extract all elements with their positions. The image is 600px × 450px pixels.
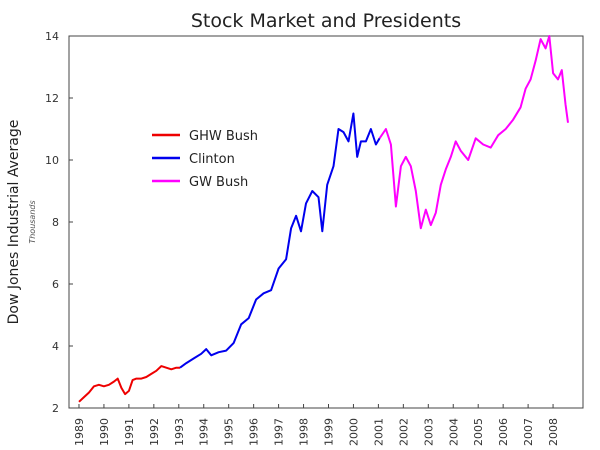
x-tick-label: 2005 <box>472 418 485 446</box>
y-tick-label: 2 <box>52 402 59 415</box>
x-tick-label: 2007 <box>522 418 535 446</box>
x-tick-label: 1999 <box>322 418 335 446</box>
legend-label: GHW Bush <box>189 129 258 144</box>
legend-label: GW Bush <box>189 175 248 190</box>
x-tick-label: 2008 <box>547 418 560 446</box>
x-tick-label: 1989 <box>73 418 86 446</box>
series-line-1 <box>78 365 180 403</box>
y-tick-label: 8 <box>52 216 59 229</box>
x-tick-label: 2004 <box>447 418 460 446</box>
chart-title: Stock Market and Presidents <box>191 10 461 32</box>
x-tick-label: 2000 <box>347 418 360 446</box>
legend-label: Clinton <box>189 152 235 167</box>
x-axis: 1989 1990 1991 1992 1993 1994 1995 1996 1997 1998… <box>73 404 560 446</box>
series-line-2 <box>179 112 381 369</box>
y-tick-label: 6 <box>52 278 59 291</box>
series-line-3 <box>378 35 569 230</box>
plot-area <box>68 35 584 409</box>
series-group <box>78 35 569 403</box>
y-axis-unit: Thousands <box>28 200 37 243</box>
x-tick-label: 1997 <box>273 418 286 446</box>
x-tick-label: 2003 <box>422 418 435 446</box>
x-tick-label: 1990 <box>98 418 111 446</box>
legend: GHW Bush Clinton GW Bush <box>152 129 258 190</box>
y-tick-label: 4 <box>52 340 59 353</box>
x-tick-label: 1992 <box>148 418 161 446</box>
x-tick-label: 2002 <box>397 418 410 446</box>
x-tick-label: 1995 <box>223 418 236 446</box>
x-tick-label: 1996 <box>248 418 261 446</box>
y-tick-label: 14 <box>45 30 59 43</box>
x-tick-label: 2006 <box>497 418 510 446</box>
y-axis: 2 4 6 8 10 12 14 <box>45 30 73 415</box>
y-tick-label: 12 <box>45 92 59 105</box>
y-tick-label: 10 <box>45 154 59 167</box>
x-tick-label: 1991 <box>123 418 136 446</box>
y-axis-title: Dow Jones Industrial Average <box>6 120 22 325</box>
x-tick-label: 1993 <box>173 418 186 446</box>
x-tick-label: 2001 <box>372 418 385 446</box>
x-tick-label: 1994 <box>198 418 211 446</box>
x-tick-label: 1998 <box>298 418 311 446</box>
